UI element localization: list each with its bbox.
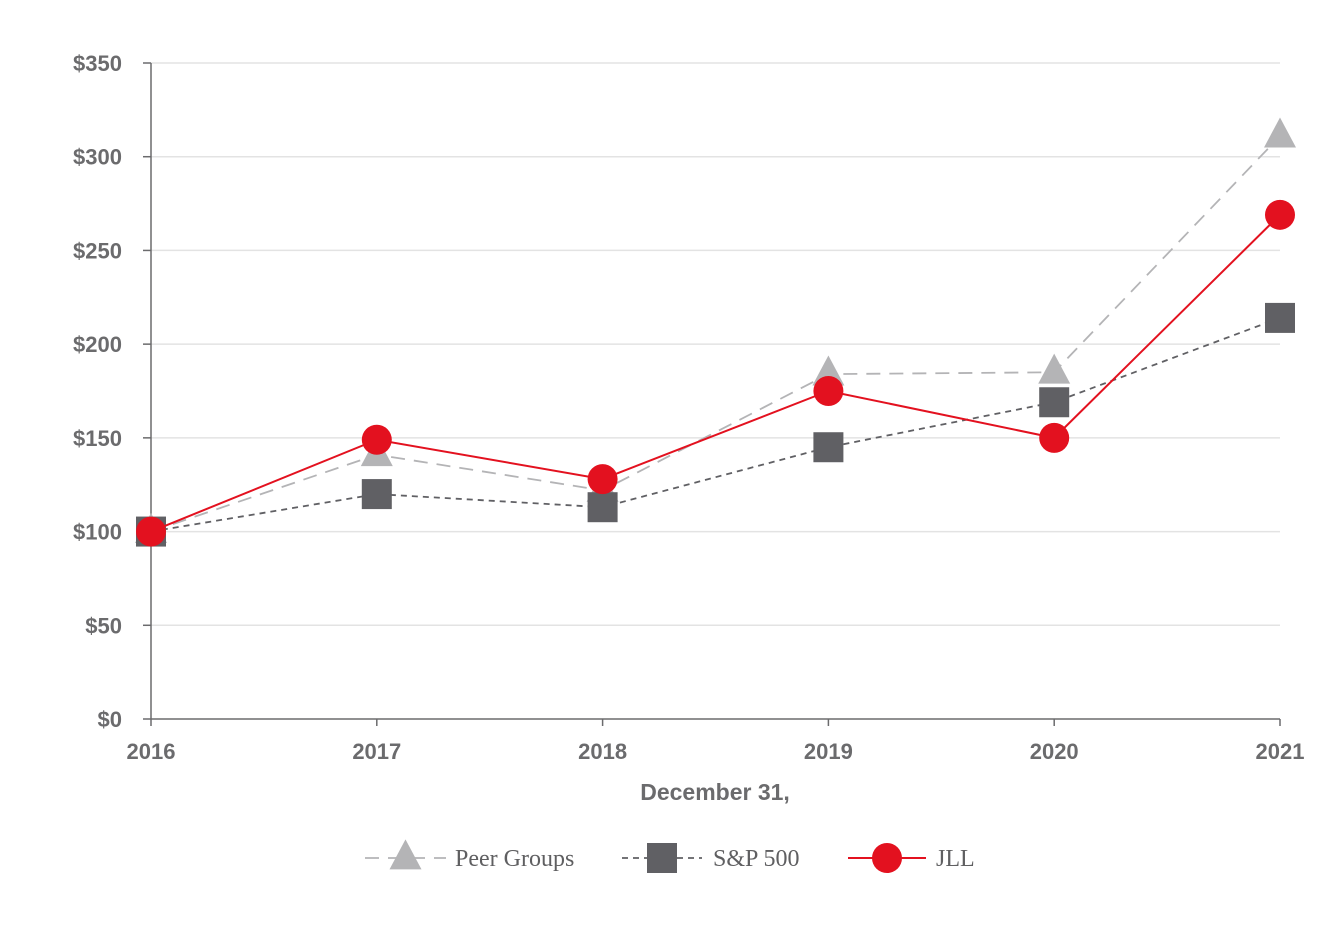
series-line-peer-groups bbox=[150, 135, 1281, 533]
y-tick-labels: $0 $50 $100 $150 $200 $250 $300 $350 bbox=[73, 51, 122, 732]
data-point-s-p-500 bbox=[813, 432, 844, 463]
legend-marker-circle-icon bbox=[872, 843, 902, 873]
legend-label: S&P 500 bbox=[713, 846, 799, 872]
legend-item-jll: JLL bbox=[848, 843, 975, 873]
data-point-s-p-500 bbox=[361, 479, 392, 510]
y-tick-label: $350 bbox=[73, 51, 122, 76]
data-point-jll bbox=[587, 464, 618, 495]
x-tick-labels: 2016 2017 2018 2019 2020 2021 bbox=[127, 719, 1305, 764]
legend-item-s-p-500: S&P 500 bbox=[622, 843, 799, 873]
data-point-jll bbox=[136, 516, 166, 547]
legend-label: JLL bbox=[936, 846, 975, 872]
x-tick-label: 2019 bbox=[804, 739, 853, 764]
data-point-peer-groups bbox=[812, 355, 845, 386]
series-peer-groups bbox=[135, 117, 1296, 543]
data-point-jll bbox=[1039, 422, 1070, 453]
legend-marker-triangle-icon bbox=[389, 839, 422, 870]
x-tick-label: 2018 bbox=[578, 739, 627, 764]
y-tick-label: $300 bbox=[73, 145, 122, 170]
data-point-peer-groups bbox=[1264, 117, 1296, 148]
x-tick-label: 2016 bbox=[127, 739, 176, 764]
series-line-s-p-500 bbox=[150, 317, 1281, 533]
x-tick-label: 2017 bbox=[352, 739, 401, 764]
series-jll bbox=[136, 199, 1295, 547]
legend-marker-square-icon bbox=[647, 843, 677, 873]
legend: Peer Groups S&P 500 JLL bbox=[365, 839, 975, 873]
legend-item-peer-groups: Peer Groups bbox=[365, 839, 574, 872]
y-tick-label: $100 bbox=[73, 520, 122, 545]
series-s-p-500 bbox=[136, 302, 1295, 547]
x-tick-label: 2020 bbox=[1030, 739, 1079, 764]
y-tick-label: $200 bbox=[73, 332, 122, 357]
series bbox=[135, 117, 1296, 547]
series-line-jll bbox=[150, 214, 1281, 533]
data-point-jll bbox=[361, 424, 392, 455]
y-tick-label: $250 bbox=[73, 238, 122, 263]
x-tick-label: 2021 bbox=[1256, 739, 1305, 764]
x-axis-title: December 31, bbox=[640, 779, 790, 805]
y-tick-label: $150 bbox=[73, 426, 122, 451]
data-point-jll bbox=[813, 376, 844, 406]
y-tick-label: $50 bbox=[85, 613, 122, 638]
data-point-s-p-500 bbox=[1039, 387, 1070, 418]
data-point-s-p-500 bbox=[587, 492, 618, 523]
y-tick-label: $0 bbox=[98, 707, 122, 732]
data-point-jll bbox=[1265, 199, 1295, 230]
gridlines bbox=[143, 62, 1280, 720]
data-point-peer-groups bbox=[1038, 353, 1071, 384]
legend-label: Peer Groups bbox=[455, 846, 574, 872]
axes bbox=[150, 63, 1280, 720]
data-point-s-p-500 bbox=[1265, 302, 1295, 333]
